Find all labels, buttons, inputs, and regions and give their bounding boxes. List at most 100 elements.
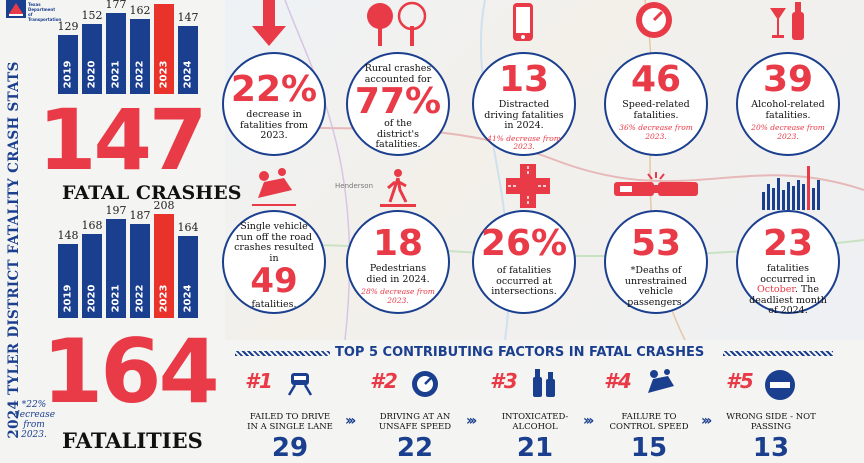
fatalities-total-number: 164	[42, 320, 220, 423]
stat-text: Speed-related fatalities.	[622, 99, 690, 121]
overturned-car-icon	[648, 369, 674, 393]
bar-year-label: 2024	[182, 284, 194, 313]
seatbelt-icon	[612, 172, 700, 208]
speedometer-icon	[412, 371, 438, 397]
factor-label: DRIVING AT AN UNSAFE SPEED	[378, 412, 452, 432]
factor-value: 21	[516, 433, 554, 463]
bottles-icon	[533, 369, 555, 397]
stat-text-top: Rural crashes accounted for	[364, 63, 432, 85]
bar-year-label: 2019	[62, 60, 74, 89]
fatalities-decrease-note: *22% decrease from 2023.	[14, 400, 56, 440]
bar-year-label: 2022	[134, 60, 146, 89]
pedestrian-icon	[380, 168, 416, 214]
factor-rank: #5	[726, 369, 754, 393]
bar-year-label: 2023	[158, 284, 170, 313]
stat-number: 23	[762, 223, 814, 264]
factor-value: 13	[752, 433, 790, 463]
stat-circle-unrestrained: 53 *Deaths of unrestrained vehicle passe…	[604, 210, 708, 314]
month-bar	[762, 192, 765, 210]
header-stripe-left	[235, 351, 330, 356]
down-arrow-icon	[250, 0, 288, 52]
month-bar	[807, 166, 810, 210]
factor-value: 15	[630, 433, 668, 463]
fatalities-by-year-chart: 148 2019 168 2020 197 2021 187 2022 208 2023 164 20…	[58, 199, 199, 318]
stat-number: 18	[372, 223, 424, 264]
bar-2020: 168 2020	[82, 219, 103, 318]
crashes-total-label: FATAL CRASHES	[62, 182, 242, 204]
bar-2021: 197 2021	[106, 204, 127, 318]
stat-text: *Deaths of unrestrained vehicle passenge…	[624, 265, 688, 308]
trees-icon	[362, 0, 432, 52]
bar-year-label: 2021	[110, 60, 122, 89]
monthly-bars-icon	[762, 164, 822, 216]
bar-value-label: 129	[57, 20, 79, 33]
factors-header: TOP 5 CONTRIBUTING FACTORS IN FATAL CRAS…	[235, 345, 855, 361]
bar-value-label: 147	[177, 11, 199, 24]
stat-number: 77%	[354, 81, 442, 122]
stat-circle-october: 23 fatalities occurred in October. The d…	[736, 210, 840, 316]
factor-rank: #2	[370, 369, 398, 393]
stat-circle-single-vehicle: Single vehicle run off the road crashes …	[222, 210, 326, 314]
texas-flag-icon	[6, 0, 26, 18]
factor-value: 29	[271, 433, 309, 463]
stat-circle-distracted: 13 Distracted driving fatalities in 2024…	[472, 52, 576, 156]
stat-circle-rural: Rural crashes accounted for 77% of the d…	[346, 52, 450, 156]
bar-value-label: 168	[81, 219, 103, 232]
bar-2022: 162 2022	[130, 4, 151, 94]
fatalities-total-label: FATALITIES	[62, 428, 203, 453]
bar-value-label: 197	[105, 204, 127, 217]
month-bar	[787, 182, 790, 210]
stat-number: 22%	[230, 69, 318, 110]
month-bar	[777, 178, 780, 210]
bar-year-label: 2023	[158, 60, 170, 89]
factor-label: WRONG SIDE - NOT PASSING	[726, 412, 816, 432]
chevron-right-icon: ›››	[345, 413, 356, 429]
overturned-car-icon	[250, 168, 298, 212]
stat-number: 53	[630, 223, 682, 264]
stat-note: 20% decrease from 2023.	[751, 123, 825, 141]
map-roads	[225, 0, 864, 340]
bar-2019: 148 2019	[58, 229, 79, 318]
bar-year-label: 2024	[182, 60, 194, 89]
factor-value: 22	[396, 433, 434, 463]
factor-label: INTOXICATED-ALCOHOL	[501, 412, 569, 432]
vertical-title: 2024 TYLER DISTRICT FATALITY CRASH STATS	[4, 50, 24, 450]
bar-year-label: 2022	[134, 284, 146, 313]
month-bar	[792, 186, 795, 210]
bar-year-label: 2020	[86, 284, 98, 313]
bar-value-label: 208	[153, 199, 175, 212]
bar-year-label: 2021	[110, 284, 122, 313]
month-bar	[797, 180, 800, 210]
logo-text: Texas Department of Transportation	[28, 2, 62, 22]
bar-year-label: 2020	[86, 60, 98, 89]
bar-2019: 129 2019	[58, 20, 79, 94]
crashes-total-number: 147	[38, 91, 207, 189]
chevron-right-icon: ›››	[466, 413, 477, 429]
factor-rank: #4	[604, 369, 632, 393]
factor-label: FAILURE TO CONTROL SPEED	[609, 412, 689, 432]
bar-year-label: 2019	[62, 284, 74, 313]
stat-text: fatalities occurred in October. The dead…	[749, 263, 827, 316]
bar-2022: 187 2022	[130, 209, 151, 318]
stat-number: 26%	[480, 223, 568, 264]
stat-circle-pedestrians: 18 Pedestrians died in 2024. 28% decreas…	[346, 210, 450, 314]
month-bar	[812, 188, 815, 210]
do-not-enter-icon	[765, 370, 795, 400]
stat-number: 13	[498, 59, 550, 100]
factor-label: FAILED TO DRIVE IN A SINGLE LANE	[247, 412, 333, 432]
txdot-logo: Texas Department of Transportation	[6, 0, 61, 22]
stat-text: Pedestrians died in 2024.	[366, 263, 430, 285]
crashes-by-year-chart: 129 2019 152 2020 177 2021 162 2022 2023 147 2024	[58, 0, 199, 94]
bar-2023: 2023	[154, 4, 174, 94]
chevron-right-icon: ›››	[583, 413, 594, 429]
bar-2023: 208 2023	[154, 199, 175, 318]
stat-circle-intersections: 26% of fatalities occurred at intersecti…	[472, 210, 576, 314]
stat-note: 28% decrease from 2023.	[361, 287, 435, 305]
month-bar	[802, 184, 805, 210]
stat-number: 49	[250, 261, 298, 301]
stat-number: 46	[630, 59, 682, 100]
bar-value-label: 164	[177, 221, 199, 234]
bar-2020: 152 2020	[82, 9, 103, 94]
month-bar	[767, 184, 770, 210]
intersection-icon	[506, 164, 550, 212]
